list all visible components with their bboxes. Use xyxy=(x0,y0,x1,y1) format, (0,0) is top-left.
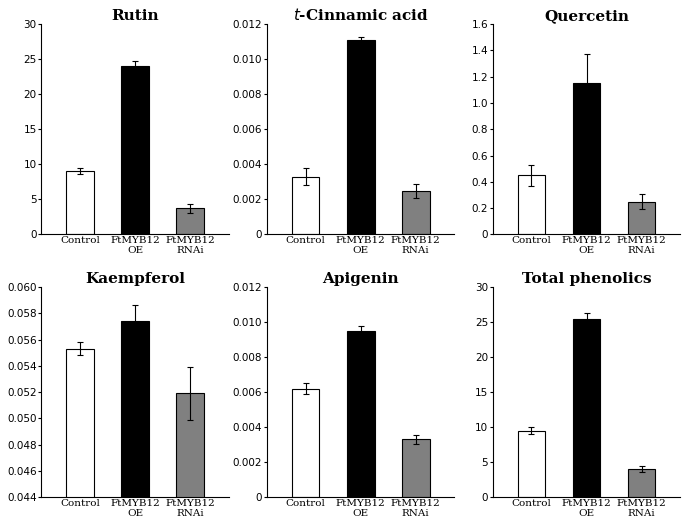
Title: Total phenolics: Total phenolics xyxy=(521,272,651,286)
Bar xyxy=(628,202,655,234)
Bar xyxy=(177,208,204,234)
Bar xyxy=(347,331,374,497)
Bar xyxy=(121,321,149,525)
Bar xyxy=(121,66,149,234)
Title: Rutin: Rutin xyxy=(111,9,159,23)
Bar xyxy=(518,430,545,497)
Title: Kaempferol: Kaempferol xyxy=(85,272,185,286)
Title: Quercetin: Quercetin xyxy=(544,9,629,23)
Bar xyxy=(347,40,374,234)
Bar xyxy=(573,319,600,497)
Bar xyxy=(518,175,545,234)
Bar xyxy=(402,439,429,497)
Bar xyxy=(628,469,655,497)
Bar xyxy=(66,171,93,234)
Bar xyxy=(402,191,429,234)
Bar xyxy=(292,388,319,497)
Title: $t$-Cinnamic acid: $t$-Cinnamic acid xyxy=(293,7,429,23)
Bar xyxy=(292,176,319,234)
Bar xyxy=(66,349,93,525)
Bar xyxy=(177,393,204,525)
Title: Apigenin: Apigenin xyxy=(322,272,399,286)
Bar xyxy=(573,83,600,234)
